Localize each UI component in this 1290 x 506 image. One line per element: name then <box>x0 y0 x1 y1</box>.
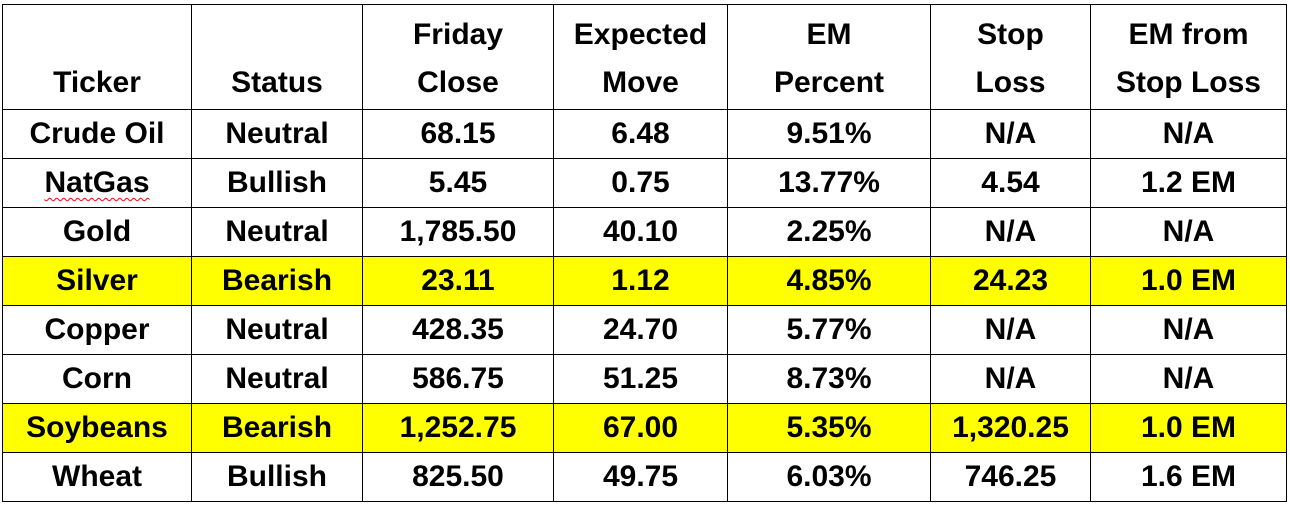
cell-status: Bearish <box>191 256 363 306</box>
cell-status: Neutral <box>191 207 363 257</box>
cell-friday-close: 825.50 <box>362 452 554 502</box>
cell-status: Bullish <box>191 158 363 208</box>
cell-expected-move: 0.75 <box>553 158 728 208</box>
cell-expected-move: 6.48 <box>553 109 728 159</box>
table-row-highlighted: Soybeans Bearish 1,252.75 67.00 5.35% 1,… <box>2 403 1287 453</box>
cell-status: Neutral <box>191 109 363 159</box>
cell-em-from-stop-loss: N/A <box>1090 354 1287 404</box>
cell-em-percent: 5.35% <box>727 403 931 453</box>
cell-friday-close: 5.45 <box>362 158 554 208</box>
cell-ticker: Crude Oil <box>2 109 192 159</box>
cell-friday-close: 586.75 <box>362 354 554 404</box>
cell-em-from-stop-loss: 1.0 EM <box>1090 403 1287 453</box>
cell-stop-loss: 1,320.25 <box>930 403 1091 453</box>
cell-em-percent: 13.77% <box>727 158 931 208</box>
cell-expected-move: 40.10 <box>553 207 728 257</box>
cell-em-percent: 5.77% <box>727 305 931 355</box>
header-em-percent: EM Percent <box>727 4 931 110</box>
cell-em-percent: 6.03% <box>727 452 931 502</box>
cell-expected-move: 1.12 <box>553 256 728 306</box>
cell-status: Neutral <box>191 354 363 404</box>
cell-expected-move: 51.25 <box>553 354 728 404</box>
table-row: NatGas Bullish 5.45 0.75 13.77% 4.54 1.2… <box>2 158 1287 208</box>
cell-stop-loss: N/A <box>930 109 1091 159</box>
cell-stop-loss: N/A <box>930 207 1091 257</box>
cell-em-from-stop-loss: N/A <box>1090 207 1287 257</box>
cell-em-percent: 8.73% <box>727 354 931 404</box>
cell-expected-move: 67.00 <box>553 403 728 453</box>
header-em-from-stop-loss: EM from Stop Loss <box>1090 4 1287 110</box>
cell-stop-loss: N/A <box>930 354 1091 404</box>
table-row: Corn Neutral 586.75 51.25 8.73% N/A N/A <box>2 354 1287 404</box>
cell-status: Neutral <box>191 305 363 355</box>
header-stop-loss: Stop Loss <box>930 4 1091 110</box>
cell-expected-move: 24.70 <box>553 305 728 355</box>
cell-ticker: NatGas <box>2 158 192 208</box>
header-friday-close: Friday Close <box>362 4 554 110</box>
cell-em-from-stop-loss: N/A <box>1090 305 1287 355</box>
cell-ticker: Copper <box>2 305 192 355</box>
cell-em-percent: 2.25% <box>727 207 931 257</box>
cell-friday-close: 1,785.50 <box>362 207 554 257</box>
cell-ticker: Silver <box>2 256 192 306</box>
header-status: Status <box>191 4 363 110</box>
cell-em-from-stop-loss: 1.0 EM <box>1090 256 1287 306</box>
spellcheck-underlined-text: NatGas <box>44 166 150 199</box>
cell-em-percent: 9.51% <box>727 109 931 159</box>
cell-friday-close: 428.35 <box>362 305 554 355</box>
cell-ticker: Wheat <box>2 452 192 502</box>
cell-friday-close: 1,252.75 <box>362 403 554 453</box>
table-row: Wheat Bullish 825.50 49.75 6.03% 746.25 … <box>2 452 1287 502</box>
header-ticker: Ticker <box>2 4 192 110</box>
table-row: Crude Oil Neutral 68.15 6.48 9.51% N/A N… <box>2 109 1287 159</box>
cell-status: Bearish <box>191 403 363 453</box>
cell-ticker: Gold <box>2 207 192 257</box>
cell-em-from-stop-loss: 1.2 EM <box>1090 158 1287 208</box>
cell-ticker: Soybeans <box>2 403 192 453</box>
cell-em-from-stop-loss: N/A <box>1090 109 1287 159</box>
header-expected-move: Expected Move <box>553 4 728 110</box>
cell-ticker: Corn <box>2 354 192 404</box>
cell-stop-loss: 24.23 <box>930 256 1091 306</box>
cell-stop-loss: 746.25 <box>930 452 1091 502</box>
cell-expected-move: 49.75 <box>553 452 728 502</box>
cell-friday-close: 68.15 <box>362 109 554 159</box>
cell-em-from-stop-loss: 1.6 EM <box>1090 452 1287 502</box>
cell-status: Bullish <box>191 452 363 502</box>
cell-stop-loss: N/A <box>930 305 1091 355</box>
table-row: Copper Neutral 428.35 24.70 5.77% N/A N/… <box>2 305 1287 355</box>
cell-stop-loss: 4.54 <box>930 158 1091 208</box>
table-row: Gold Neutral 1,785.50 40.10 2.25% N/A N/… <box>2 207 1287 257</box>
expected-move-table: Ticker Status Friday Close Expected Move E… <box>2 4 1287 502</box>
table-row-highlighted: Silver Bearish 23.11 1.12 4.85% 24.23 1.… <box>2 256 1287 306</box>
cell-friday-close: 23.11 <box>362 256 554 306</box>
header-row: Ticker Status Friday Close Expected Move E… <box>2 4 1287 110</box>
cell-em-percent: 4.85% <box>727 256 931 306</box>
